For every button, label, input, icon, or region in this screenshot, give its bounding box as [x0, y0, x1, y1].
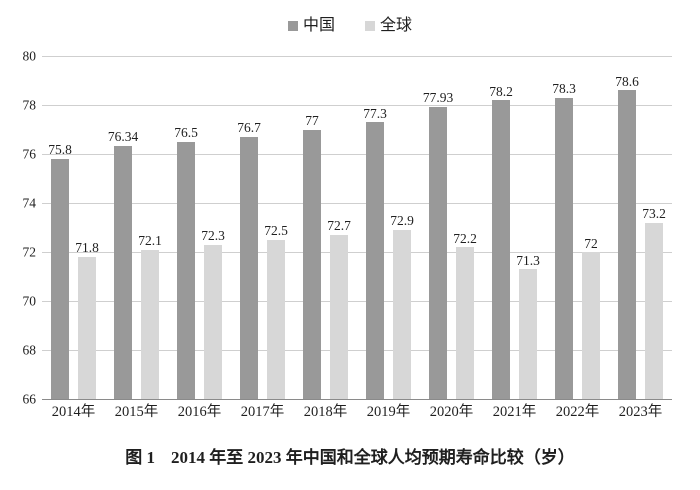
bar-中国-2016年: 76.5 [174, 126, 198, 399]
x-tick-label-2019年: 2019年 [366, 404, 411, 420]
y-tick-label: 74 [22, 195, 37, 211]
y-tick-label: 70 [22, 293, 37, 309]
x-tick-label-2018年: 2018年 [303, 404, 348, 420]
gridline [42, 154, 672, 155]
bar-全球-2018年: 72.7 [327, 219, 351, 399]
bar-value-label: 72.2 [453, 230, 477, 246]
bar-value-label: 71.8 [75, 240, 99, 256]
x-tick-label-2023年: 2023年 [618, 404, 663, 420]
bar-中国-2021年: 78.2 [489, 85, 513, 399]
bar-中国-2018年: 77 [303, 114, 321, 399]
bar-group-2016年: 76.5 72.3 [168, 56, 231, 399]
y-axis-labels: 66 68 70 72 74 76 78 80 [0, 49, 37, 405]
bar-value-label: 72.5 [264, 223, 288, 239]
bar-groups: 75.8 71.8 76.34 72.1 76.5 72.3 76.7 72.5 77 72.7 7… [42, 56, 672, 399]
bar-value-label: 73.2 [642, 206, 666, 222]
bar-group-2018年: 77 72.7 [294, 56, 357, 399]
x-axis-labels: 2014年 2015年 2016年 2017年 2018年 2019年 2020年 2021年… [42, 404, 672, 421]
legend-label-global: 全球 [380, 17, 413, 34]
y-tick-label: 72 [22, 244, 37, 260]
gridline [42, 56, 672, 57]
bar-全球-2014年: 71.8 [75, 241, 99, 399]
bar-group-2015年: 76.34 72.1 [105, 56, 168, 399]
x-tick-label-2017年: 2017年 [240, 404, 285, 420]
bar-全球-2019年: 72.9 [390, 214, 414, 399]
bar-group-2017年: 76.7 72.5 [231, 56, 294, 399]
x-tick-label-2016年: 2016年 [177, 404, 222, 420]
y-tick-label: 80 [22, 48, 37, 64]
bar-group-2014年: 75.8 71.8 [42, 56, 105, 399]
gridline [42, 350, 672, 351]
bar-group-2019年: 77.3 72.9 [357, 56, 420, 399]
bar-value-label: 72.9 [390, 213, 414, 229]
bar-group-2022年: 78.3 72 [546, 56, 609, 399]
bar-value-label: 78.2 [489, 83, 513, 99]
gridline [42, 301, 672, 302]
bar-value-label: 76.34 [107, 129, 139, 145]
gridline [42, 252, 672, 253]
bar-全球-2020年: 72.2 [453, 232, 477, 399]
gridline [42, 105, 672, 106]
x-tick-label-2020年: 2020年 [429, 404, 474, 420]
bar-中国-2017年: 76.7 [237, 121, 261, 399]
bar-value-label: 78.6 [615, 73, 639, 89]
bar-中国-2019年: 77.3 [363, 107, 387, 399]
bar-全球-2022年: 72 [582, 236, 600, 399]
bar-value-label: 72.1 [138, 233, 162, 249]
bar-group-2023年: 78.6 73.2 [609, 56, 672, 399]
bar-group-2021年: 78.2 71.3 [483, 56, 546, 399]
bar-value-label: 77.3 [363, 105, 387, 121]
bar-value-label: 76.5 [174, 125, 198, 141]
x-axis-line [42, 399, 672, 400]
x-tick-label-2022年: 2022年 [555, 404, 600, 420]
bar-value-label: 71.3 [516, 252, 540, 268]
y-tick-label: 76 [22, 146, 37, 162]
plot-area: 75.8 71.8 76.34 72.1 76.5 72.3 76.7 72.5 77 72.7 7… [42, 56, 672, 400]
bar-value-label: 72.7 [327, 218, 351, 234]
gridline [42, 203, 672, 204]
bar-全球-2017年: 72.5 [264, 224, 288, 399]
legend-item-china: 中国 [287, 17, 335, 34]
bar-全球-2016年: 72.3 [201, 229, 225, 399]
bar-全球-2023年: 73.2 [642, 207, 666, 399]
bar-中国-2023年: 78.6 [615, 75, 639, 399]
bar-全球-2015年: 72.1 [138, 234, 162, 399]
legend-label-china: 中国 [302, 17, 335, 34]
x-tick-label-2014年: 2014年 [51, 404, 96, 420]
bar-value-label: 76.7 [237, 120, 261, 136]
bar-group-2020年: 77.93 72.2 [420, 56, 483, 399]
figure-label: 图 1 [125, 448, 155, 467]
y-tick-label: 78 [22, 97, 37, 113]
figure-title: 2014 年至 2023 年中国和全球人均预期寿命比较（岁） [171, 448, 575, 467]
bar-value-label: 72.3 [201, 228, 225, 244]
y-tick-label: 68 [22, 342, 37, 358]
legend-item-global: 全球 [365, 18, 412, 34]
bar-value-label: 75.8 [48, 142, 72, 158]
bar-中国-2022年: 78.3 [552, 82, 576, 399]
legend-swatch-global-icon [365, 21, 375, 31]
bar-中国-2014年: 75.8 [48, 143, 72, 399]
bar-value-label: 72 [584, 235, 598, 251]
bar-value-label: 77.93 [422, 90, 454, 106]
legend: 中国 全球 [0, 18, 700, 34]
bar-中国-2015年: 76.34 [108, 130, 138, 399]
bar-value-label: 77 [305, 113, 319, 128]
figure-caption: 图 1 2014 年至 2023 年中国和全球人均预期寿命比较（岁） [0, 447, 700, 469]
bar-中国-2020年: 77.93 [423, 91, 453, 399]
bar-全球-2021年: 71.3 [516, 254, 540, 399]
y-tick-label: 66 [22, 391, 37, 407]
x-tick-label-2021年: 2021年 [492, 404, 537, 420]
bar-value-label: 78.3 [552, 81, 576, 97]
legend-swatch-china-icon [287, 21, 298, 31]
x-tick-label-2015年: 2015年 [114, 404, 159, 420]
